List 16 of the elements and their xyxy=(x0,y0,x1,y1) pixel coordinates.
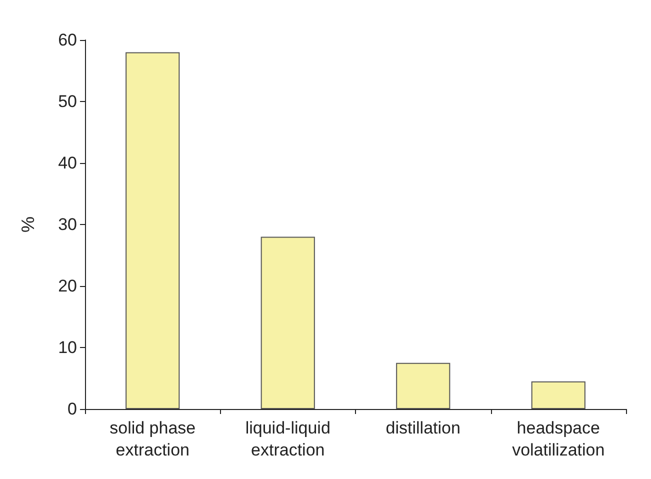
y-tick-label: 50 xyxy=(58,92,77,111)
y-tick-label: 0 xyxy=(68,400,77,418)
y-tick-label: 30 xyxy=(58,215,77,234)
x-tick-label: distillation xyxy=(386,418,460,438)
bar xyxy=(260,236,315,409)
bar xyxy=(531,381,586,409)
bar xyxy=(396,362,450,409)
y-axis-title: % xyxy=(18,216,38,233)
y-tick-label: 10 xyxy=(58,338,77,357)
x-tick-label: liquid-liquid extraction xyxy=(245,418,330,460)
bar xyxy=(126,52,180,409)
y-tick-label: 20 xyxy=(58,276,77,296)
x-tick-label: solid phase extraction xyxy=(110,418,196,460)
y-tick-label: 60 xyxy=(58,30,77,50)
y-tick-label: 40 xyxy=(58,154,77,172)
x-tick-label: headspace volatilization xyxy=(512,418,605,460)
